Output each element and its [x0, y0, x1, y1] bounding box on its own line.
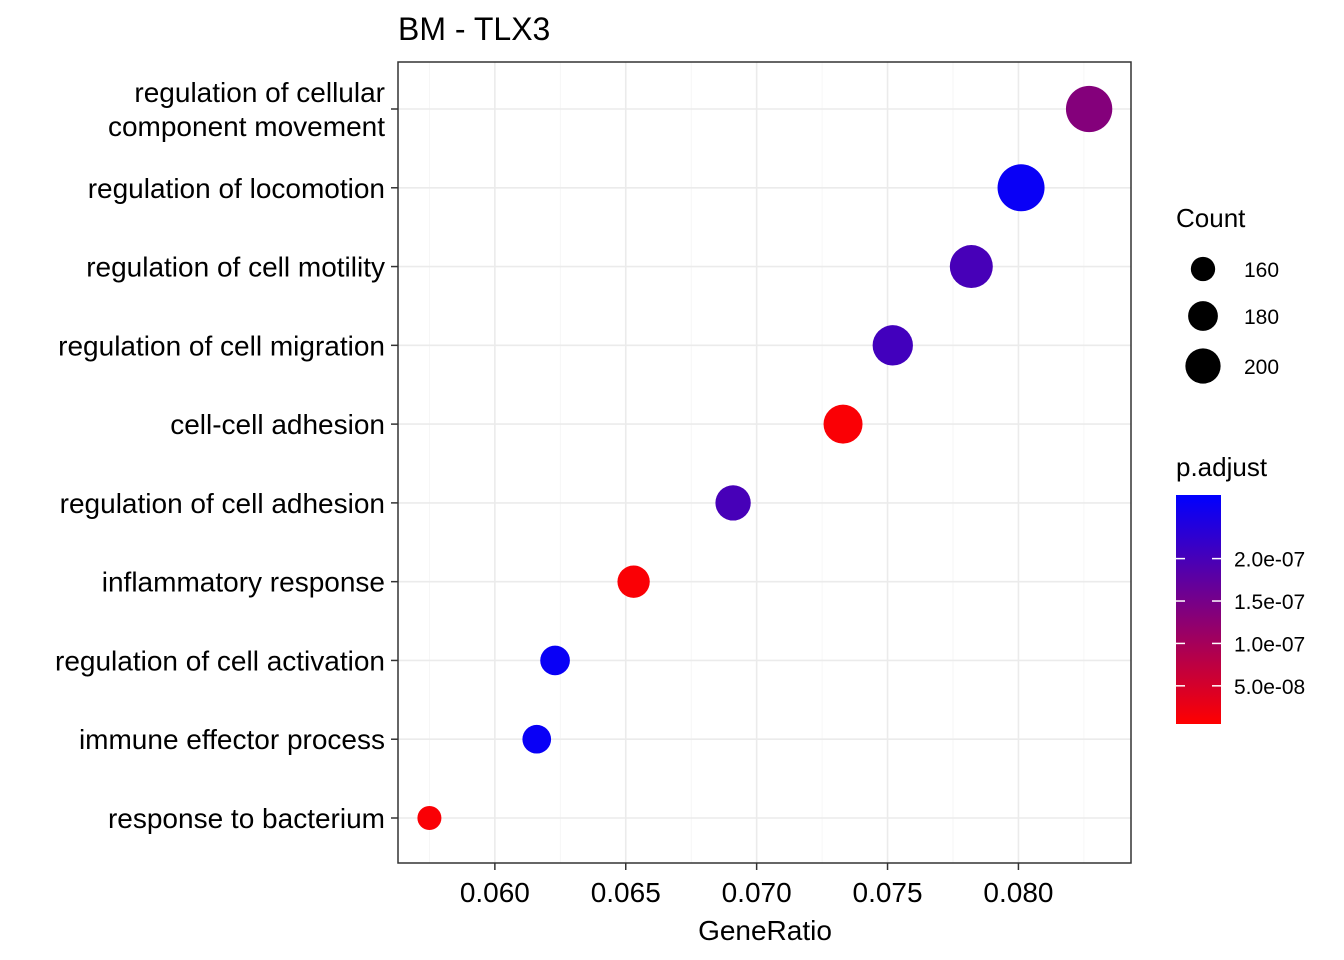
y-tick-label: regulation of cell activation [55, 645, 385, 676]
data-point [1065, 85, 1113, 133]
x-axis: 0.060 0.065 0.070 0.075 0.080 [460, 863, 1053, 908]
count-legend-title: Count [1176, 203, 1246, 233]
color-legend-label: 5.0e-08 [1234, 676, 1305, 699]
data-point [522, 724, 552, 754]
y-tick-label: regulation of cell migration [58, 330, 385, 361]
data-point [715, 485, 751, 521]
y-tick-label: regulation of cellular [134, 77, 385, 108]
y-tick-label: regulation of cell adhesion [60, 488, 385, 519]
p-adjust-legend: p.adjust 5.0e-08 1.0e-07 1.5e-07 2.0e-07 [1176, 452, 1305, 724]
x-tick-label: 0.075 [853, 877, 923, 908]
x-tick-label: 0.080 [983, 877, 1053, 908]
y-tick-label: inflammatory response [102, 567, 385, 598]
count-legend-label: 180 [1244, 306, 1279, 329]
data-point [997, 164, 1045, 212]
data-point [617, 565, 650, 598]
data-point [949, 245, 993, 289]
chart-title: BM - TLX3 [398, 11, 550, 47]
x-tick-label: 0.060 [460, 877, 530, 908]
y-tick-label: regulation of locomotion [88, 173, 385, 204]
data-points [417, 85, 1113, 830]
p-adjust-legend-title: p.adjust [1176, 452, 1268, 482]
count-legend-key [1190, 256, 1216, 282]
count-legend-key [1185, 348, 1221, 384]
count-legend-label: 160 [1244, 259, 1279, 282]
x-tick-label: 0.065 [591, 877, 661, 908]
data-point [417, 806, 442, 830]
count-legend: Count 160 180 200 [1176, 203, 1279, 384]
y-tick-label: response to bacterium [108, 803, 385, 834]
data-point [823, 404, 863, 444]
color-legend-label: 1.5e-07 [1234, 591, 1305, 614]
count-legend-key [1188, 301, 1218, 331]
color-legend-label: 2.0e-07 [1234, 549, 1305, 572]
y-tick-label: cell-cell adhesion [170, 409, 385, 440]
data-point [872, 325, 913, 366]
x-tick-label: 0.070 [722, 877, 792, 908]
x-axis-title: GeneRatio [698, 915, 832, 946]
y-tick-label: regulation of cell motility [86, 252, 385, 283]
y-tick-label: immune effector process [79, 724, 385, 755]
plot-panel-border [397, 61, 1132, 864]
color-legend-label: 1.0e-07 [1234, 633, 1305, 656]
count-legend-label: 200 [1244, 356, 1279, 379]
color-bar [1176, 495, 1221, 724]
y-tick-label: component movement [108, 111, 385, 142]
data-point [540, 645, 570, 676]
